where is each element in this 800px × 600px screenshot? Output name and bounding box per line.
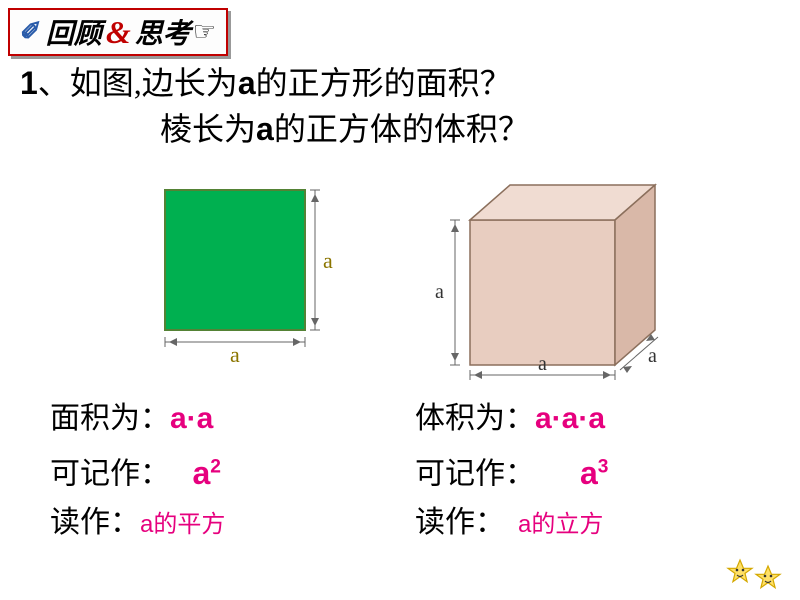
- header-text-1: 回顾: [46, 12, 102, 52]
- exponent: 2: [210, 456, 221, 477]
- question-number: 1: [20, 65, 38, 101]
- q-text: 棱长为: [160, 111, 256, 147]
- reading-row: 读作： a的立方: [415, 499, 608, 549]
- label: 可记作：: [50, 458, 170, 491]
- label: 面积为：: [50, 402, 170, 435]
- review-header: ✐ 回顾 & 思考 ☞: [8, 8, 228, 56]
- q-text: 的正方体的体积？: [274, 111, 530, 147]
- value: a·a·a: [535, 402, 605, 435]
- value: a: [580, 455, 598, 491]
- value: a: [193, 455, 211, 491]
- value: a·a: [170, 402, 213, 435]
- cube-front: [470, 220, 615, 365]
- reading-row: 读作：a的平方: [50, 499, 225, 549]
- notation-row: 可记作： a2: [50, 443, 225, 499]
- label: 读作：: [415, 506, 505, 539]
- value: 的立方: [531, 512, 603, 538]
- question-block: 1、如图,边长为a的正方形的面积？ 棱长为a的正方体的体积？: [20, 58, 780, 150]
- answer-square: 面积为：a·a 可记作： a2 读作：a的平方: [50, 395, 225, 549]
- value: 的平方: [153, 512, 225, 538]
- volume-row: 体积为：a·a·a: [415, 395, 608, 443]
- question-line-2: 棱长为a的正方体的体积？: [160, 104, 780, 150]
- q-var: a: [238, 65, 256, 101]
- notation-row: 可记作： a3: [415, 443, 608, 499]
- star-icon: [756, 566, 780, 588]
- q-text: 、如图,边长为: [38, 65, 238, 101]
- q-text: 的正方形的面积？: [256, 65, 512, 101]
- cube-figure: a a a: [430, 170, 690, 385]
- value: a: [140, 511, 153, 538]
- dim-label: a: [538, 353, 547, 375]
- star-icon: [728, 560, 752, 582]
- square-shape: [165, 190, 305, 330]
- pencil-icon: ✐: [20, 17, 42, 47]
- question-line-1: 1、如图,边长为a的正方形的面积？: [20, 58, 780, 104]
- dim-label: a: [230, 342, 240, 367]
- value: a: [518, 511, 531, 538]
- stars-decoration: [720, 550, 790, 595]
- dim-label: a: [648, 345, 657, 367]
- header-text-2: 思考: [135, 12, 191, 52]
- area-row: 面积为：a·a: [50, 395, 225, 443]
- ampersand: &: [106, 14, 131, 51]
- label: 可记作：: [415, 458, 535, 491]
- hand-icon: ☞: [193, 17, 216, 47]
- dim-label: a: [435, 281, 444, 303]
- square-figure: a a: [155, 180, 355, 375]
- figures-area: a a a a: [0, 170, 800, 380]
- label: 读作：: [50, 506, 140, 539]
- answer-cube: 体积为：a·a·a 可记作： a3 读作： a的立方: [415, 395, 608, 549]
- q-var: a: [256, 111, 274, 147]
- exponent: 3: [598, 456, 609, 477]
- label: 体积为：: [415, 402, 535, 435]
- dim-label: a: [323, 248, 333, 273]
